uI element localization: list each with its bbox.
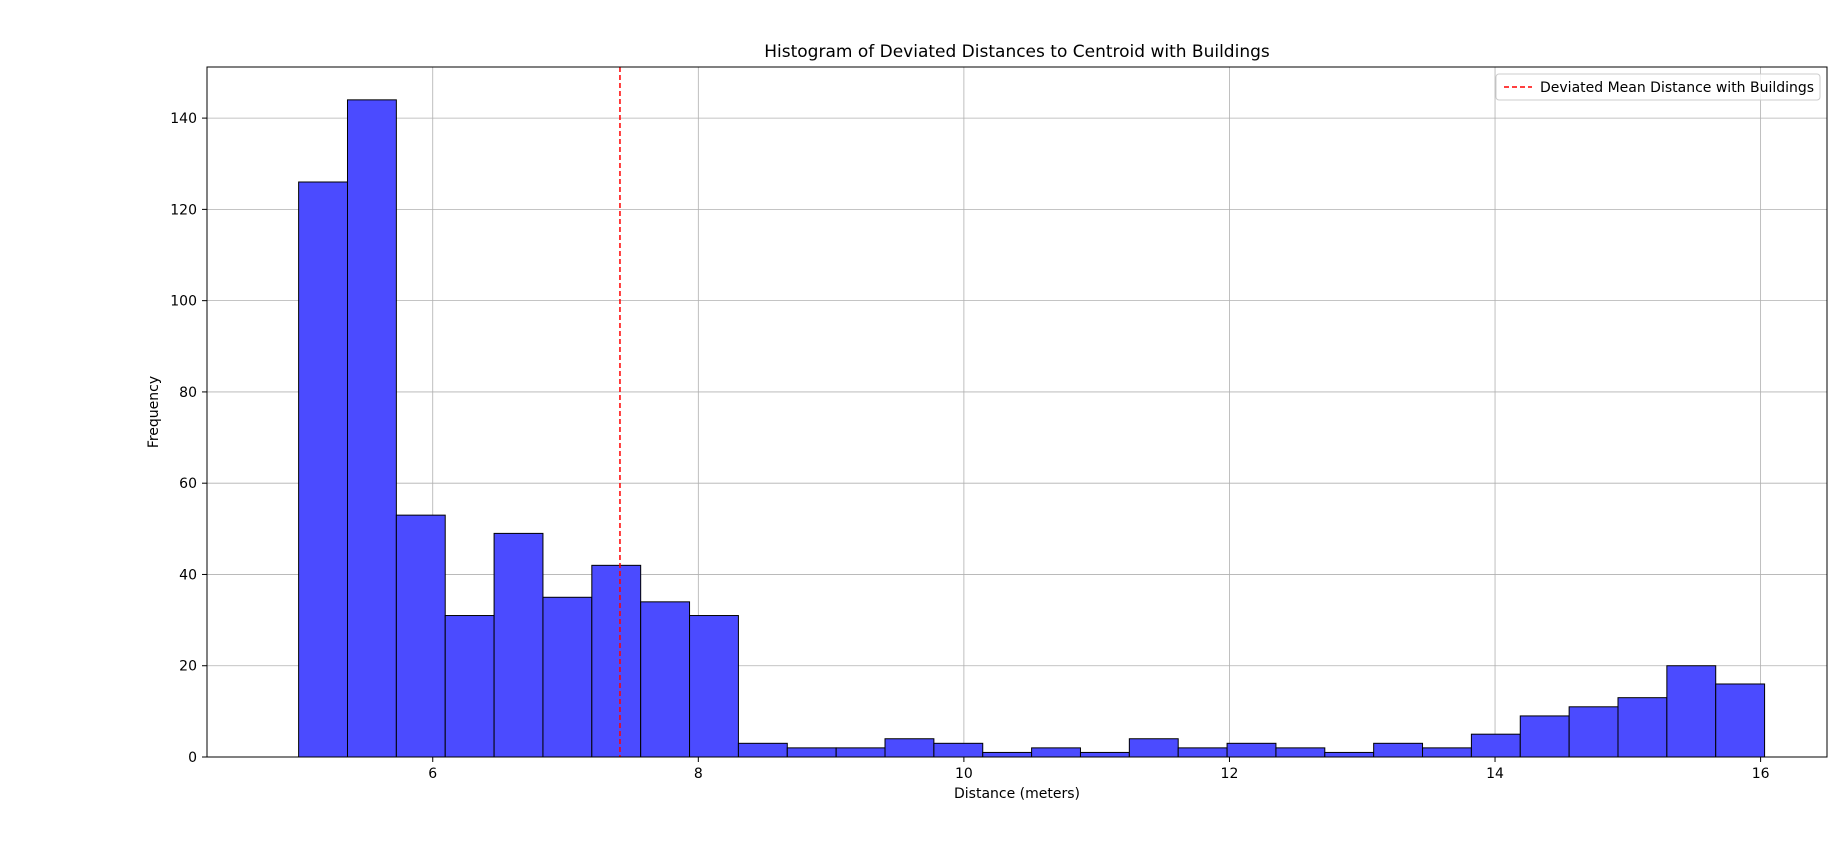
y-tick-label: 40 [179, 567, 197, 583]
y-axis-label: Frequency [146, 376, 162, 448]
histogram-bar [1617, 697, 1668, 758]
histogram-bar [1177, 747, 1228, 758]
histogram-bar [1079, 751, 1130, 758]
histogram-bar [346, 99, 397, 758]
histogram-bar [542, 596, 593, 758]
y-tick-label: 80 [179, 385, 197, 401]
histogram-bar [298, 181, 348, 758]
histogram-bar [1715, 683, 1766, 758]
histogram-bar [689, 615, 739, 758]
histogram-bar [1031, 747, 1081, 758]
plot-frame [206, 66, 1828, 758]
histogram-bar [1275, 747, 1326, 758]
y-tick-label: 60 [179, 476, 197, 492]
histogram-bar [884, 738, 935, 758]
histogram-bar [1568, 706, 1619, 758]
x-tick-label: 8 [694, 766, 703, 782]
x-tick-label: 16 [1752, 766, 1770, 782]
histogram-bar [1324, 751, 1375, 758]
y-tick-label: 20 [179, 659, 197, 675]
histogram-bar [786, 747, 837, 758]
y-tick-label: 100 [170, 294, 197, 310]
histogram-bars [298, 99, 1766, 758]
histogram-bar [1422, 747, 1472, 758]
histogram-bar [395, 514, 446, 758]
x-tick-label: 10 [955, 766, 973, 782]
histogram-bar [591, 564, 642, 758]
histogram-bar [1666, 665, 1717, 758]
histogram-bar [444, 615, 495, 758]
x-tick-label: 14 [1486, 766, 1504, 782]
axis-ticks: 6 8 10 12 14 16 0 20 40 60 80 100 120 140 [170, 111, 1769, 782]
legend-entry-label: Deviated Mean Distance with Buildings [1540, 80, 1814, 96]
histogram-bar [1470, 733, 1521, 758]
histogram-bar [982, 751, 1033, 758]
histogram-bar [1128, 738, 1179, 758]
histogram-bar [1519, 715, 1570, 758]
legend-box [1495, 73, 1821, 101]
histogram-bar [933, 742, 984, 758]
y-tick-label: 120 [170, 202, 197, 218]
histogram-bar [737, 742, 788, 758]
y-tick-label: 0 [188, 750, 197, 766]
legend: Deviated Mean Distance with Buildings [1495, 73, 1821, 101]
y-tick-label: 140 [170, 111, 197, 127]
histogram-bar [835, 747, 886, 758]
histogram-bar [1226, 742, 1277, 758]
x-tick-label: 12 [1221, 766, 1239, 782]
histogram-bar [493, 532, 544, 758]
x-axis-label: Distance (meters) [954, 786, 1080, 802]
histogram-bar [1373, 742, 1424, 758]
chart-title: Histogram of Deviated Distances to Centr… [764, 42, 1270, 62]
histogram-bar [640, 601, 691, 758]
x-tick-label: 6 [428, 766, 437, 782]
